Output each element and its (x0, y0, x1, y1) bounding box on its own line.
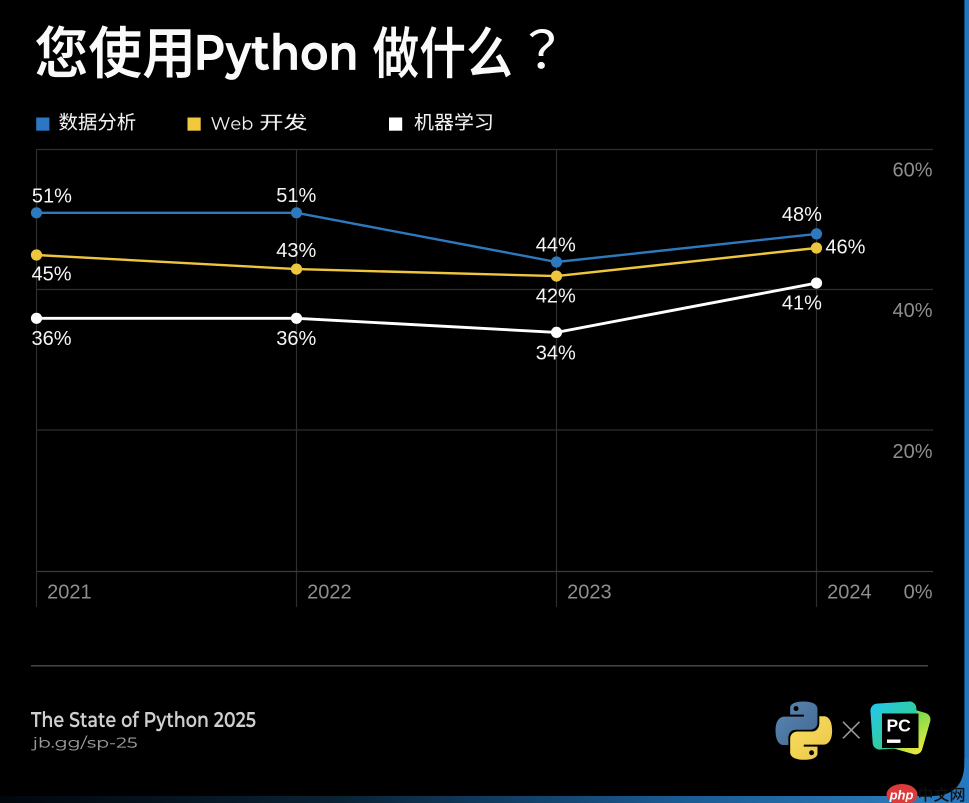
svg-text:2021: 2021 (47, 582, 92, 604)
svg-text:PC: PC (887, 716, 912, 736)
svg-text:2024: 2024 (827, 582, 872, 604)
svg-text:2023: 2023 (567, 582, 612, 604)
svg-text:php: php (889, 788, 914, 803)
svg-text:41%: 41% (782, 292, 822, 314)
svg-text:2022: 2022 (307, 582, 352, 604)
svg-text:36%: 36% (276, 328, 316, 350)
svg-text:51%: 51% (276, 185, 316, 207)
svg-text:0%: 0% (904, 582, 933, 604)
svg-text:45%: 45% (32, 264, 72, 286)
svg-text:43%: 43% (276, 240, 316, 262)
svg-text:48%: 48% (782, 204, 822, 226)
svg-text:36%: 36% (32, 328, 72, 350)
svg-text:42%: 42% (536, 286, 576, 308)
svg-text:44%: 44% (536, 234, 576, 256)
svg-text:51%: 51% (32, 185, 72, 207)
svg-text:46%: 46% (825, 236, 865, 258)
svg-text:40%: 40% (892, 300, 932, 322)
svg-text:60%: 60% (892, 159, 932, 181)
svg-text:34%: 34% (536, 342, 576, 364)
svg-text:20%: 20% (892, 441, 932, 463)
